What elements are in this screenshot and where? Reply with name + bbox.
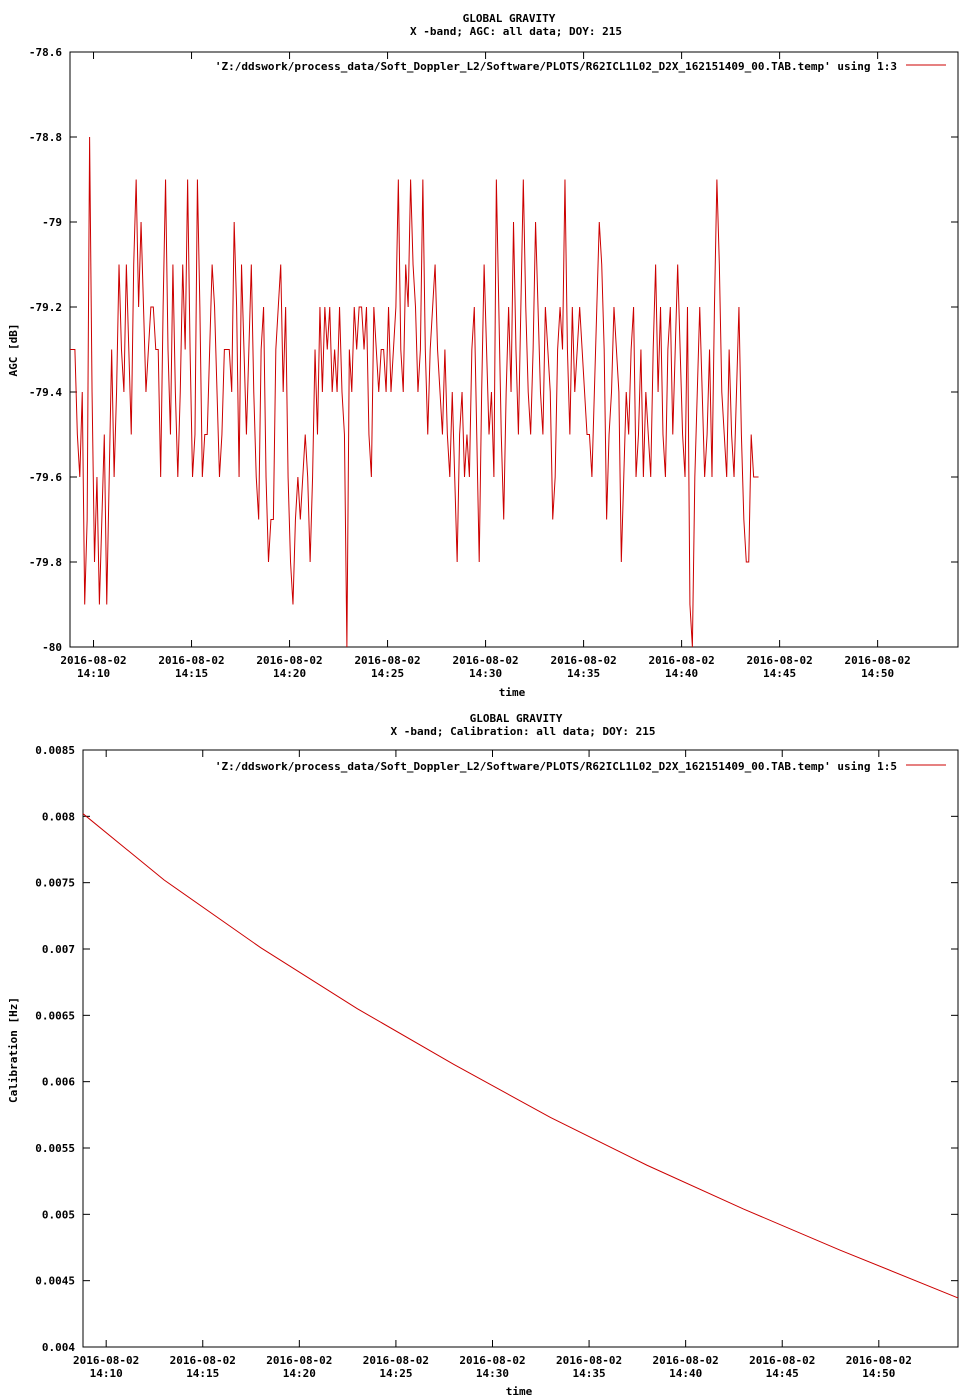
calibration-y-tick-label: 0.008 (42, 810, 75, 823)
calibration-x-tick-date: 2016-08-02 (749, 1354, 815, 1367)
agc-y-tick-label: -79.2 (29, 301, 62, 314)
agc-x-tick-time: 14:25 (371, 667, 404, 680)
agc-series-line (70, 136, 759, 648)
agc-x-tick-date: 2016-08-02 (60, 654, 126, 667)
calibration-x-tick-time: 14:45 (766, 1367, 799, 1380)
agc-x-tick-time: 14:10 (77, 667, 110, 680)
calibration-x-tick-date: 2016-08-02 (266, 1354, 332, 1367)
calibration-y-tick-label: 0.007 (42, 943, 75, 956)
agc-y-tick-label: -78.6 (29, 46, 62, 59)
agc-x-tick-date: 2016-08-02 (256, 654, 322, 667)
agc-legend: 'Z:/ddswork/process_data/Soft_Doppler_L2… (215, 60, 946, 73)
agc-x-axis-label: time (499, 686, 526, 699)
agc-x-axis: 2016-08-0214:102016-08-0214:152016-08-02… (60, 52, 911, 680)
agc-y-tick-label: -78.8 (29, 131, 62, 144)
agc-chart-title: GLOBAL GRAVITY (463, 12, 556, 25)
agc-x-tick-time: 14:35 (567, 667, 600, 680)
calibration-y-tick-label: 0.0045 (35, 1275, 75, 1288)
agc-x-tick-date: 2016-08-02 (550, 654, 616, 667)
agc-y-tick-label: -80 (42, 641, 62, 654)
calibration-legend-label: 'Z:/ddswork/process_data/Soft_Doppler_L2… (215, 760, 897, 773)
calibration-x-tick-time: 14:20 (283, 1367, 316, 1380)
calibration-x-axis-label: time (506, 1385, 533, 1398)
calibration-x-axis: 2016-08-0214:102016-08-0214:152016-08-02… (73, 750, 912, 1380)
agc-legend-label: 'Z:/ddswork/process_data/Soft_Doppler_L2… (215, 60, 897, 73)
agc-x-tick-date: 2016-08-02 (648, 654, 714, 667)
agc-x-tick-time: 14:40 (665, 667, 698, 680)
calibration-x-tick-date: 2016-08-02 (459, 1354, 525, 1367)
calibration-x-tick-date: 2016-08-02 (846, 1354, 912, 1367)
agc-y-tick-label: -79.8 (29, 556, 62, 569)
calibration-x-tick-date: 2016-08-02 (363, 1354, 429, 1367)
agc-x-tick-date: 2016-08-02 (452, 654, 518, 667)
calibration-plot-frame (82, 749, 959, 1348)
calibration-y-axis-label: Calibration [Hz] (7, 997, 20, 1103)
agc-x-tick-time: 14:45 (763, 667, 796, 680)
agc-plot-area (70, 136, 759, 648)
calibration-series-line (82, 813, 959, 1299)
calibration-y-tick-label: 0.005 (42, 1208, 75, 1221)
agc-y-tick-label: -79 (42, 216, 62, 229)
calibration-chart-subtitle: X -band; Calibration: all data; DOY: 215 (391, 725, 656, 738)
agc-y-tick-label: -79.4 (29, 386, 62, 399)
calibration-chart: GLOBAL GRAVITY X -band; Calibration: all… (7, 712, 959, 1398)
agc-chart-subtitle: X -band; AGC: all data; DOY: 215 (410, 25, 622, 38)
agc-x-tick-time: 14:15 (175, 667, 208, 680)
calibration-x-tick-date: 2016-08-02 (653, 1354, 719, 1367)
calibration-x-tick-time: 14:10 (90, 1367, 123, 1380)
agc-x-tick-time: 14:50 (861, 667, 894, 680)
agc-x-tick-time: 14:30 (469, 667, 502, 680)
calibration-x-tick-time: 14:35 (573, 1367, 606, 1380)
calibration-y-tick-label: 0.0085 (35, 744, 75, 757)
calibration-y-tick-label: 0.0075 (35, 877, 75, 890)
calibration-y-tick-label: 0.004 (42, 1341, 75, 1354)
agc-y-axis: -78.6 -78.8 -79 -79.2 -79.4 -79.6 -79.8 -80 (29, 46, 958, 654)
agc-x-tick-date: 2016-08-02 (845, 654, 911, 667)
calibration-x-tick-date: 2016-08-02 (170, 1354, 236, 1367)
calibration-x-tick-date: 2016-08-02 (73, 1354, 139, 1367)
calibration-x-tick-date: 2016-08-02 (556, 1354, 622, 1367)
agc-chart: GLOBAL GRAVITY X -band; AGC: all data; D… (7, 12, 959, 699)
calibration-chart-title: GLOBAL GRAVITY (470, 712, 563, 725)
calibration-y-tick-label: 0.0055 (35, 1142, 75, 1155)
calibration-plot-area (82, 813, 959, 1299)
calibration-y-tick-label: 0.006 (42, 1076, 75, 1089)
calibration-y-axis: 0.0085 0.008 0.0075 0.007 0.0065 0.006 0.0055 0… (35, 744, 958, 1354)
calibration-x-tick-time: 14:50 (862, 1367, 895, 1380)
agc-x-tick-date: 2016-08-02 (746, 654, 812, 667)
agc-x-tick-date: 2016-08-02 (354, 654, 420, 667)
calibration-legend: 'Z:/ddswork/process_data/Soft_Doppler_L2… (215, 760, 946, 773)
calibration-x-tick-time: 14:15 (186, 1367, 219, 1380)
calibration-x-tick-time: 14:25 (379, 1367, 412, 1380)
agc-x-tick-date: 2016-08-02 (158, 654, 224, 667)
agc-plot-frame (69, 51, 959, 648)
agc-y-axis-label: AGC [dB] (7, 324, 20, 377)
agc-y-tick-label: -79.6 (29, 471, 62, 484)
calibration-y-tick-label: 0.0065 (35, 1009, 75, 1022)
agc-x-tick-time: 14:20 (273, 667, 306, 680)
calibration-x-tick-time: 14:30 (476, 1367, 509, 1380)
calibration-x-tick-time: 14:40 (669, 1367, 702, 1380)
